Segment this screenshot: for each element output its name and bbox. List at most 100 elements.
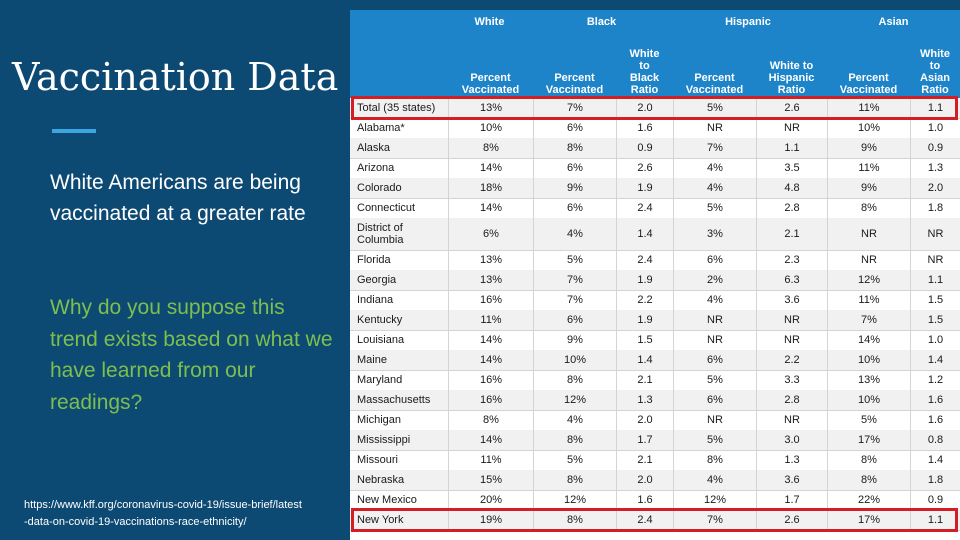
value-cell: 0.9 [910, 490, 960, 510]
table-row: Total (35 states) 13% 7% 2.0 5% 2.6 11% 1.1 [350, 98, 960, 119]
value-cell: 1.0 [910, 118, 960, 138]
column-header: Percent Vaccinated [673, 36, 756, 96]
value-cell: 4.8 [756, 178, 827, 198]
value-cell: NR [673, 310, 756, 330]
value-cell: 17% [827, 510, 910, 530]
state-cell: Maine [357, 354, 387, 366]
state-cell: Total (35 states) [357, 102, 436, 114]
table-row: District of Columbia 6% 4% 1.4 3% 2.1 NR NR [350, 218, 960, 251]
value-cell: 11% [827, 98, 910, 118]
state-cell: Alaska [357, 142, 391, 154]
column-header-line: Asian [920, 72, 950, 84]
value-cell: 7% [533, 270, 616, 290]
value-cell: 9% [827, 138, 910, 158]
value-cell: 8% [533, 138, 616, 158]
source-link[interactable]: https://www.kff.org/coronavirus-covid-19… [24, 499, 302, 528]
value-cell: 11% [448, 450, 533, 470]
value-cell: 14% [448, 158, 533, 178]
value-cell: 5% [673, 198, 756, 218]
value-cell: 1.9 [616, 310, 673, 330]
column-header-line: to [639, 60, 650, 72]
column-header: Percent Vaccinated [533, 36, 616, 96]
value-cell: 4% [673, 290, 756, 310]
value-cell: 2.6 [616, 158, 673, 178]
table-row: Mississippi 14% 8% 1.7 5% 3.0 17% 0.8 [350, 430, 960, 451]
value-cell: 3% [673, 218, 756, 250]
value-cell: 5% [533, 450, 616, 470]
value-cell: 2.1 [756, 218, 827, 250]
value-cell: 2.0 [616, 470, 673, 490]
value-cell: 4% [673, 158, 756, 178]
value-cell: 2.1 [616, 370, 673, 390]
column-header-line: Hispanic [768, 72, 815, 84]
value-cell: 10% [827, 118, 910, 138]
state-cell: Mississippi [357, 434, 411, 446]
value-cell: 1.4 [616, 350, 673, 370]
table-row: Connecticut 14% 6% 2.4 5% 2.8 8% 1.8 [350, 198, 960, 219]
column-header-line: Percent [694, 72, 735, 84]
column-header: White to Black Ratio [616, 36, 673, 96]
value-cell: 2.6 [756, 510, 827, 530]
column-header-line: Vaccinated [461, 84, 520, 96]
value-cell: 10% [827, 390, 910, 410]
state-cell: Colorado [357, 182, 402, 194]
table-row: Michigan 8% 4% 2.0 NR NR 5% 1.6 [350, 410, 960, 431]
table-row: Alaska 8% 8% 0.9 7% 1.1 9% 0.9 [350, 138, 960, 159]
value-cell: 1.6 [616, 490, 673, 510]
column-header-line: Vaccinated [545, 84, 604, 96]
accent-divider [52, 129, 96, 133]
value-cell: 13% [448, 250, 533, 270]
value-cell: 10% [448, 118, 533, 138]
table-row: Arizona 14% 6% 2.6 4% 3.5 11% 1.3 [350, 158, 960, 179]
value-cell: 6% [673, 390, 756, 410]
value-cell: 7% [673, 138, 756, 158]
column-header-line: Ratio [630, 84, 659, 96]
vaccination-table: White Black Hispanic Asian Percent Vaccin… [350, 10, 960, 540]
column-header-line: Vaccinated [685, 84, 744, 96]
value-cell: 6% [533, 310, 616, 330]
value-cell: 10% [533, 350, 616, 370]
value-cell: 6% [533, 118, 616, 138]
value-cell: 9% [827, 178, 910, 198]
column-header-line: White to [769, 60, 814, 72]
value-cell: 14% [448, 430, 533, 450]
value-cell: NR [910, 250, 960, 270]
value-cell: 1.3 [910, 158, 960, 178]
value-cell: 1.3 [616, 390, 673, 410]
value-cell: 1.7 [616, 430, 673, 450]
table-row: Maryland 16% 8% 2.1 5% 3.3 13% 1.2 [350, 370, 960, 391]
state-cell: Nebraska [357, 474, 405, 486]
value-cell: 1.1 [910, 98, 960, 118]
value-cell: 2.0 [616, 410, 673, 430]
state-cell: Georgia [357, 274, 397, 286]
value-cell: 12% [533, 490, 616, 510]
value-cell: 0.9 [910, 138, 960, 158]
value-cell: 1.6 [616, 118, 673, 138]
column-header-line: Ratio [921, 84, 949, 96]
value-cell: 1.5 [910, 290, 960, 310]
state-cell: District of Columbia [357, 222, 404, 246]
value-cell: NR [756, 410, 827, 430]
statement-text: White Americans are being vaccinated at … [50, 171, 306, 225]
value-cell: 1.1 [756, 138, 827, 158]
value-cell: NR [910, 218, 960, 250]
column-header: White to Asian Ratio [910, 36, 960, 96]
value-cell: 4% [673, 470, 756, 490]
value-cell: 1.9 [616, 270, 673, 290]
value-cell: 19% [448, 510, 533, 530]
value-cell: 14% [448, 350, 533, 370]
value-cell: NR [673, 330, 756, 350]
value-cell: 1.8 [910, 198, 960, 218]
value-cell: 1.7 [756, 490, 827, 510]
value-cell: 1.5 [910, 310, 960, 330]
table-row: Indiana 16% 7% 2.2 4% 3.6 11% 1.5 [350, 290, 960, 311]
value-cell: 8% [533, 470, 616, 490]
column-header-line: Black [629, 72, 660, 84]
value-cell: 10% [827, 350, 910, 370]
state-cell: Michigan [357, 414, 402, 426]
table-row: Colorado 18% 9% 1.9 4% 4.8 9% 2.0 [350, 178, 960, 199]
group-header-white: White [474, 16, 505, 28]
value-cell: 1.4 [616, 218, 673, 250]
value-cell: 2.8 [756, 198, 827, 218]
value-cell: 22% [827, 490, 910, 510]
